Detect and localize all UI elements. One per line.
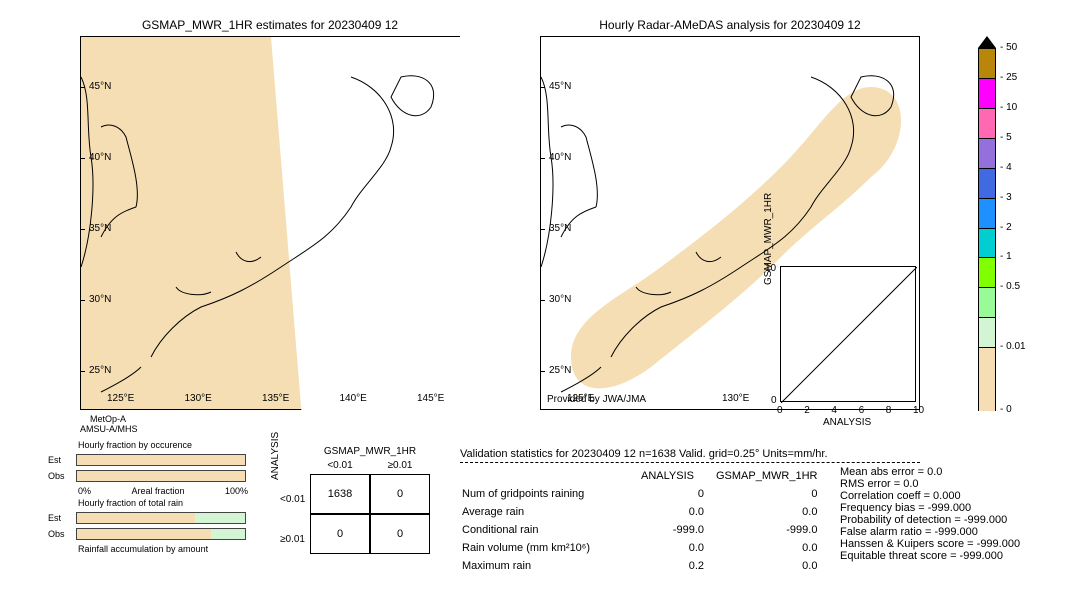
bar-footer: Rainfall accumulation by amount <box>78 544 268 554</box>
lat-tick: 45°N <box>89 81 111 92</box>
lat-tick: 35°N <box>549 223 571 234</box>
scatter-xlabel: ANALYSIS <box>823 417 871 428</box>
fraction-bars: Hourly fraction by occurenceEstObs0%Area… <box>48 438 268 554</box>
colorbar-label: - 0.5 <box>1000 281 1020 292</box>
lat-tick: 40°N <box>549 152 571 163</box>
lat-tick: 30°N <box>549 294 571 305</box>
ct-cell: 0 <box>370 474 430 514</box>
lat-tick: 30°N <box>89 294 111 305</box>
validation-title: Validation statistics for 20230409 12 n=… <box>460 448 1060 460</box>
lon-tick: 130°E <box>185 393 212 404</box>
lon-tick: 140°E <box>340 393 367 404</box>
validation-metrics: Mean abs error = 0.0RMS error = 0.0Corre… <box>840 466 1020 562</box>
lon-tick: 125°E <box>107 393 134 404</box>
colorbar-label: - 0 <box>1000 404 1012 415</box>
ct-ylabel: ANALYSIS <box>270 400 281 480</box>
scatter-inset: 0246810100ANALYSISGSMAP_MWR_1HR <box>780 266 916 402</box>
colorbar-label: - 50 <box>1000 42 1017 53</box>
colorbar-label: - 3 <box>1000 192 1012 203</box>
bar-row: Est <box>48 452 268 468</box>
colorbar-label: - 25 <box>1000 72 1017 83</box>
ct-cell: 0 <box>310 514 370 554</box>
colorbar-label: - 1 <box>1000 251 1012 262</box>
colorbar-label: - 0.01 <box>1000 341 1026 352</box>
left-map-sat2: AMSU-A/MHS <box>80 424 138 434</box>
colorbar: - 50- 25- 10- 5- 4- 3- 2- 1- 0.5- 0.01- … <box>978 36 1038 410</box>
lat-tick: 25°N <box>89 365 111 376</box>
validation-block: Validation statistics for 20230409 12 n=… <box>460 448 1060 467</box>
validation-table: ANALYSISGSMAP_MWR_1HRNum of gridpoints r… <box>460 466 829 576</box>
left-map-sat1: MetOp-A <box>90 414 126 424</box>
bar-row: Obs <box>48 526 268 542</box>
colorbar-label: - 10 <box>1000 102 1017 113</box>
bar-section-title: Hourly fraction of total rain <box>78 498 268 508</box>
lat-tick: 25°N <box>549 365 571 376</box>
scatter-ylabel: GSMAP_MWR_1HR <box>763 175 774 285</box>
ct-title: GSMAP_MWR_1HR <box>310 446 430 457</box>
contingency-table: GSMAP_MWR_1HR<0.01≥0.01ANALYSIS<0.01≥0.0… <box>280 460 440 580</box>
colorbar-label: - 2 <box>1000 222 1012 233</box>
bar-row: Obs <box>48 468 268 484</box>
lat-tick: 40°N <box>89 152 111 163</box>
bar-section-title: Hourly fraction by occurence <box>78 440 268 450</box>
map-credit: Provided by JWA/JMA <box>547 394 646 405</box>
colorbar-label: - 5 <box>1000 132 1012 143</box>
lon-tick: 130°E <box>722 393 749 404</box>
right-map-title: Hourly Radar-AMeDAS analysis for 2023040… <box>540 18 920 32</box>
colorbar-label: - 4 <box>1000 162 1012 173</box>
left-map-title: GSMAP_MWR_1HR estimates for 20230409 12 <box>80 18 460 32</box>
lat-tick: 45°N <box>549 81 571 92</box>
left-map-panel: 45°N40°N35°N30°N25°N125°E130°E135°E140°E… <box>80 36 460 410</box>
lon-tick: 145°E <box>417 393 444 404</box>
bar-row: Est <box>48 510 268 526</box>
ct-cell: 0 <box>370 514 430 554</box>
ct-cell: 1638 <box>310 474 370 514</box>
lat-tick: 35°N <box>89 223 111 234</box>
